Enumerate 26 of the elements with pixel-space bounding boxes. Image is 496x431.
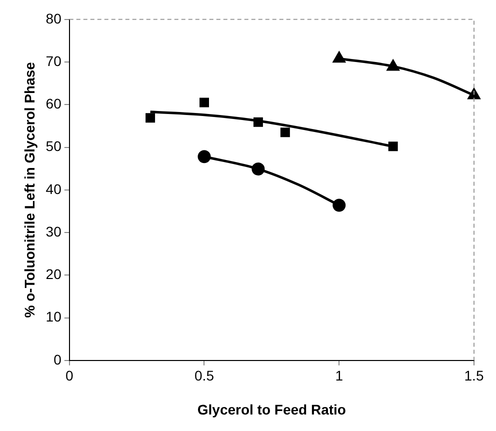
point bbox=[332, 198, 346, 212]
point bbox=[252, 162, 265, 176]
point bbox=[332, 51, 346, 63]
y-tick-label: 60 bbox=[46, 96, 62, 112]
x-tick-label: 1 bbox=[335, 368, 344, 384]
y-tick-label: 80 bbox=[46, 10, 62, 26]
y-tick-label: 40 bbox=[46, 180, 62, 197]
point bbox=[386, 59, 400, 71]
point bbox=[198, 150, 211, 164]
point bbox=[388, 142, 398, 152]
point bbox=[146, 113, 156, 123]
point bbox=[467, 88, 481, 100]
y-tick-label: 0 bbox=[54, 351, 62, 368]
x-tick-label: 0.5 bbox=[194, 368, 214, 384]
y-tick-label: 30 bbox=[46, 223, 62, 240]
x-axis-title: Glycerol to Feed Ratio bbox=[197, 401, 346, 418]
x-tick-label: 1.5 bbox=[464, 368, 484, 384]
y-tick-label: 70 bbox=[46, 52, 62, 69]
y-tick-label: 20 bbox=[46, 266, 62, 282]
point bbox=[280, 128, 290, 138]
y-tick-label: 10 bbox=[46, 308, 62, 325]
x-tick-label: 0 bbox=[65, 368, 74, 384]
y-tick-label: 50 bbox=[46, 138, 62, 154]
y-axis-title: % o-Toluonitrile Left in Glycerol Phase bbox=[21, 62, 38, 318]
point bbox=[253, 117, 263, 127]
point bbox=[200, 98, 209, 108]
